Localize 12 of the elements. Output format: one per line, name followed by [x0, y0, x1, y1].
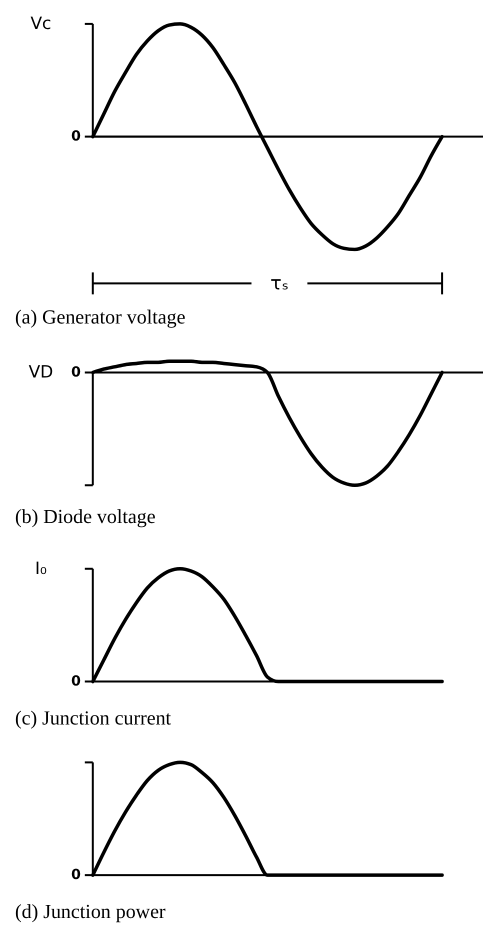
- text: 0: [71, 867, 82, 884]
- y-axis-title: Vc: [30, 12, 52, 33]
- y-axis-title: VD: [28, 361, 54, 382]
- text: (c) Junction current: [14, 707, 172, 730]
- text: 0: [71, 364, 82, 380]
- text: (a) Generator voltage: [14, 306, 186, 328]
- x-axis-title: τₛ: [270, 272, 289, 294]
- text: 0: [71, 674, 82, 690]
- text: (b) Diode voltage: [14, 506, 156, 528]
- text: 0: [71, 128, 82, 145]
- y-axis-title: I₀: [35, 558, 48, 578]
- text: (d) Junction power: [14, 901, 166, 924]
